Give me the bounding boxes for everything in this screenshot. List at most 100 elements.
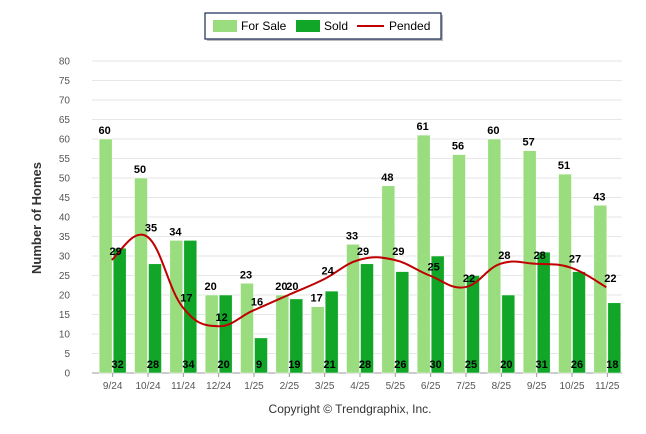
y-tick-label: 65 xyxy=(59,115,71,126)
y-tick-label: 80 xyxy=(59,57,71,68)
bar-for-sale xyxy=(169,240,184,374)
x-tick-label: 6/25 xyxy=(421,381,441,392)
bar-for-sale xyxy=(487,138,502,374)
legend: For Sale Sold Pended xyxy=(204,12,443,41)
bar-for-sale xyxy=(416,134,431,374)
bar-for-sale xyxy=(452,154,466,374)
y-axis-label: Number of Homes xyxy=(29,162,44,274)
y-tick-label: 50 xyxy=(59,174,71,185)
bar-sold xyxy=(395,271,410,374)
y-tick-label: 20 xyxy=(59,291,71,302)
y-tick-label: 35 xyxy=(59,232,71,243)
bar-for-sale xyxy=(558,173,572,374)
data-label-sold: 26 xyxy=(394,359,406,371)
y-tick-label: 25 xyxy=(59,271,71,282)
data-label-for-sale: 20 xyxy=(275,281,287,293)
bars xyxy=(98,134,622,374)
bar-for-sale xyxy=(240,283,254,374)
legend-box xyxy=(204,12,442,40)
bar-sold xyxy=(289,298,304,374)
bar-for-sale xyxy=(98,138,113,374)
data-label-for-sale: 57 xyxy=(523,137,535,149)
y-tick-label: 15 xyxy=(59,310,71,321)
bar-sold xyxy=(501,294,516,374)
legend-swatch-for-sale xyxy=(213,20,237,32)
copyright-text: Copyright © Trendgraphix, Inc. xyxy=(269,402,432,416)
data-label-sold: 18 xyxy=(606,359,618,371)
data-label-pended: 35 xyxy=(145,223,157,235)
legend-label-sold: Sold xyxy=(324,19,348,33)
x-tick-label: 9/25 xyxy=(527,381,547,392)
pended-line xyxy=(111,233,607,328)
y-tick-label: 55 xyxy=(59,154,71,165)
data-label-pended: 16 xyxy=(251,297,263,309)
data-label-pended: 22 xyxy=(463,273,475,285)
data-label-sold: 34 xyxy=(182,359,195,371)
y-tick-label: 0 xyxy=(64,369,70,380)
bar-sold xyxy=(324,290,339,374)
y-axis-ticks: 0 5 10 15 20 25 30 35 40 45 50 55 60 65 70 75 80 xyxy=(59,57,71,380)
bar-for-sale xyxy=(593,205,608,374)
data-label-for-sale: 23 xyxy=(240,269,252,281)
data-label-pended: 25 xyxy=(428,262,440,274)
data-label-sold: 31 xyxy=(536,359,548,371)
data-label-for-sale: 61 xyxy=(417,121,429,133)
data-label-sold: 20 xyxy=(218,359,230,371)
bar-sold xyxy=(360,263,374,374)
bar-sold xyxy=(218,294,233,374)
data-label-pended: 24 xyxy=(322,265,335,277)
data-label-pended: 17 xyxy=(180,293,192,305)
x-tick-label: 11/25 xyxy=(595,381,620,392)
data-label-sold: 20 xyxy=(500,359,512,371)
data-label-pended: 29 xyxy=(392,246,404,258)
data-label-for-sale: 43 xyxy=(593,191,605,203)
bar-for-sale xyxy=(381,185,396,374)
y-tick-label: 70 xyxy=(59,96,71,107)
bar-for-sale xyxy=(275,294,290,374)
data-label-for-sale: 60 xyxy=(99,125,111,137)
x-tick-label: 10/25 xyxy=(559,381,584,392)
data-labels: 6032502834342020239201917213328482661305… xyxy=(99,121,619,371)
data-label-sold: 21 xyxy=(324,359,336,371)
data-label-for-sale: 34 xyxy=(169,226,182,238)
x-tick-label: 4/25 xyxy=(350,381,370,392)
data-label-sold: 28 xyxy=(359,359,371,371)
y-tick-label: 10 xyxy=(59,330,71,341)
bar-sold xyxy=(572,271,586,374)
x-tick-label: 2/25 xyxy=(280,381,300,392)
data-label-for-sale: 20 xyxy=(205,281,217,293)
data-label-for-sale: 50 xyxy=(134,164,146,176)
data-label-for-sale: 60 xyxy=(487,125,499,137)
data-label-sold: 28 xyxy=(147,359,159,371)
data-label-pended: 28 xyxy=(534,250,546,262)
legend-label-for-sale: For Sale xyxy=(241,19,287,33)
bar-sold xyxy=(430,255,445,374)
y-tick-label: 5 xyxy=(64,349,70,360)
data-label-sold: 26 xyxy=(571,359,583,371)
data-label-pended: 22 xyxy=(604,273,616,285)
x-tick-label: 9/24 xyxy=(103,381,123,392)
data-label-sold: 19 xyxy=(288,359,300,371)
data-label-sold: 32 xyxy=(112,359,124,371)
x-tick-label: 5/25 xyxy=(386,381,406,392)
data-label-pended: 20 xyxy=(286,281,298,293)
data-label-sold: 9 xyxy=(256,359,262,371)
bar-sold xyxy=(183,240,198,374)
bar-for-sale xyxy=(204,294,219,374)
x-axis-ticks: 9/24 10/24 11/24 12/24 1/25 2/25 3/25 4/25 5/25 6… xyxy=(103,373,620,392)
x-tick-label: 10/24 xyxy=(135,381,160,392)
x-tick-label: 8/25 xyxy=(492,381,512,392)
data-label-pended: 12 xyxy=(216,312,228,324)
data-label-pended: 27 xyxy=(569,254,581,266)
x-tick-label: 1/25 xyxy=(244,381,264,392)
data-label-for-sale: 33 xyxy=(346,230,358,242)
y-tick-label: 40 xyxy=(59,213,71,224)
bar-for-sale xyxy=(346,244,360,374)
data-label-for-sale: 17 xyxy=(311,293,323,305)
bar-sold xyxy=(112,247,127,374)
y-tick-label: 30 xyxy=(59,252,71,263)
bar-sold xyxy=(466,275,480,374)
x-tick-label: 12/24 xyxy=(206,381,231,392)
bar-sold xyxy=(254,337,268,374)
